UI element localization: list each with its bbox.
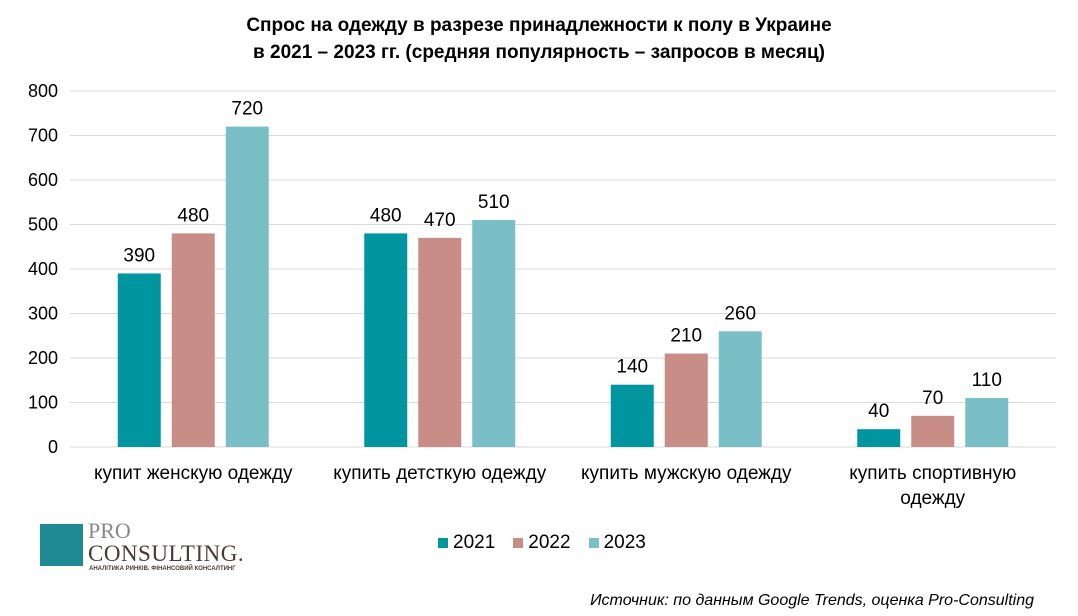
bar-2021	[117, 273, 161, 447]
source-note: Источник: по данным Google Trends, оценк…	[590, 592, 1034, 609]
y-tick-label: 500	[28, 215, 58, 235]
y-tick-label: 200	[28, 348, 58, 368]
bar-2023	[965, 398, 1009, 447]
data-label: 260	[724, 303, 756, 324]
legend-label: 2022	[528, 532, 571, 553]
data-label: 510	[478, 192, 510, 213]
legend-swatch	[588, 538, 599, 548]
y-tick-label: 300	[28, 304, 58, 324]
bar-2023	[472, 220, 516, 447]
data-label: 70	[922, 388, 943, 409]
title-line-2: в 2021 – 2023 гг. (средняя популярность …	[253, 42, 825, 63]
data-label: 110	[972, 370, 1002, 391]
legend-swatch	[513, 538, 524, 548]
logo-text: PRO	[88, 518, 131, 543]
data-label: 480	[177, 205, 209, 226]
y-tick-label: 100	[28, 393, 58, 413]
pro-consulting-logo: PRO CONSULTING. АНАЛІТИКА РИНКІВ. ФІНАНС…	[40, 518, 250, 572]
y-tick-label: 0	[48, 437, 58, 457]
bar-2021	[364, 233, 408, 447]
y-tick-label: 400	[28, 259, 58, 279]
data-label: 390	[123, 245, 155, 266]
bar-2023	[718, 331, 762, 447]
x-tick-label: купить детсткую одежду	[333, 463, 546, 484]
legend-swatch	[438, 538, 448, 548]
bar-2022	[664, 353, 708, 447]
bar-2022	[911, 415, 955, 447]
x-tick-label: купить спортивную	[849, 463, 1016, 484]
logo-tagline: АНАЛІТИКА РИНКІВ. ФІНАНСОВИЙ КОНСАЛТИНГ	[89, 566, 236, 572]
data-label: 480	[370, 205, 402, 226]
data-label: 210	[670, 326, 702, 347]
bar-2023	[225, 126, 269, 447]
x-tick-label: одежду	[900, 488, 965, 509]
rhino-logo-icon	[40, 524, 83, 566]
bar-2021	[610, 384, 654, 447]
logo-text: CONSULTING.	[88, 541, 245, 566]
data-label: 470	[424, 210, 456, 231]
legend-item-2023: 2023	[588, 532, 646, 554]
data-label: 40	[868, 401, 889, 422]
legend-label: 2023	[603, 532, 646, 553]
title-line-1: Спрос на одежду в разрезе принадлежности…	[246, 15, 832, 36]
bar-2022	[418, 237, 462, 447]
y-tick-label: 800	[28, 81, 58, 101]
data-label: 140	[616, 357, 648, 378]
x-tick-label: купит женскую одежду	[94, 463, 293, 484]
legend-item-2022: 2022	[513, 532, 571, 554]
bar-2022	[171, 233, 215, 447]
legend: 2021 2022 2023	[438, 532, 646, 554]
x-tick-label: купить мужскую одежду	[581, 463, 792, 484]
bar-2021	[857, 429, 901, 447]
y-tick-label: 600	[28, 170, 58, 190]
data-label: 720	[231, 99, 263, 120]
legend-label: 2021	[453, 532, 496, 553]
legend-item-2021: 2021	[438, 532, 495, 554]
y-tick-label: 700	[28, 126, 58, 146]
chart-title: Спрос на одежду в разрезе принадлежности…	[0, 12, 1078, 66]
